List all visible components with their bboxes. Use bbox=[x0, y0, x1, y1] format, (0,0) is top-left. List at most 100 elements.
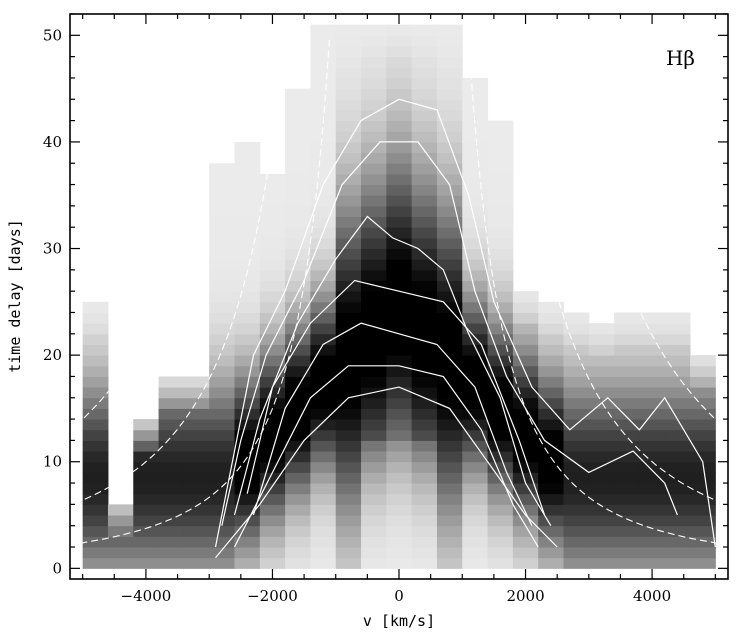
heatmap-cell bbox=[462, 387, 489, 399]
heatmap-cell bbox=[259, 216, 286, 228]
heatmap-cell bbox=[512, 451, 539, 463]
heatmap-cell bbox=[411, 440, 438, 452]
heatmap-cell bbox=[234, 451, 261, 463]
heatmap-cell bbox=[462, 141, 489, 154]
heatmap-cell bbox=[310, 451, 337, 463]
heatmap-cell bbox=[462, 515, 489, 527]
heatmap-cell bbox=[335, 323, 362, 335]
heatmap-cell bbox=[588, 333, 615, 345]
heatmap-cell bbox=[183, 483, 210, 495]
heatmap-cell bbox=[209, 365, 235, 377]
heatmap-cell bbox=[462, 408, 489, 420]
heatmap-cell bbox=[82, 483, 109, 495]
heatmap-cell bbox=[411, 67, 438, 79]
heatmap-cell bbox=[563, 493, 590, 505]
heatmap-cell bbox=[133, 536, 160, 548]
heatmap-cell bbox=[133, 504, 160, 516]
heatmap-cell bbox=[285, 184, 311, 196]
heatmap-cell bbox=[259, 333, 286, 345]
heatmap-cell bbox=[361, 152, 387, 164]
heatmap-cell bbox=[335, 56, 362, 68]
heatmap-cell bbox=[512, 365, 539, 377]
heatmap-cell bbox=[361, 269, 387, 282]
heatmap-cell bbox=[285, 547, 311, 559]
heatmap-cell bbox=[259, 269, 286, 282]
heatmap-cell bbox=[82, 312, 109, 324]
heatmap-cell bbox=[538, 323, 564, 335]
heatmap-cell bbox=[209, 387, 235, 399]
heatmap-cell bbox=[462, 547, 489, 559]
heatmap-cell bbox=[133, 429, 160, 441]
heatmap-cell bbox=[436, 141, 463, 154]
heatmap-cell bbox=[462, 419, 489, 431]
heatmap-cell bbox=[259, 291, 286, 303]
heatmap-cell bbox=[487, 152, 514, 164]
heatmap-cell bbox=[158, 493, 185, 505]
heatmap-cell bbox=[386, 333, 413, 345]
heatmap-cell bbox=[82, 376, 109, 388]
heatmap-cell bbox=[563, 525, 590, 537]
heatmap-cell bbox=[563, 515, 590, 527]
heatmap-cell bbox=[512, 429, 539, 441]
heatmap-cell bbox=[462, 376, 489, 388]
heatmap-cell bbox=[563, 376, 590, 388]
heatmap-cell bbox=[361, 344, 387, 356]
heatmap-cell bbox=[285, 493, 311, 505]
heatmap-cell bbox=[386, 536, 413, 548]
heatmap-cell bbox=[538, 536, 564, 548]
heatmap-cell bbox=[411, 24, 438, 36]
heatmap-cell bbox=[411, 557, 438, 569]
heatmap-cell bbox=[183, 451, 210, 463]
heatmap-cell bbox=[664, 408, 691, 420]
heatmap-cell bbox=[462, 536, 489, 548]
heatmap-cell bbox=[209, 493, 235, 505]
heatmap-cell bbox=[335, 344, 362, 356]
y-axis-label: time delay [days] bbox=[6, 219, 24, 373]
heatmap-cell bbox=[411, 88, 438, 100]
heatmap-cell bbox=[436, 504, 463, 516]
heatmap-cell bbox=[614, 323, 640, 335]
heatmap-cell bbox=[411, 333, 438, 345]
heatmap-cell bbox=[310, 99, 337, 111]
heatmap-cell bbox=[462, 323, 489, 335]
heatmap-cell bbox=[259, 184, 286, 196]
heatmap-cell bbox=[335, 195, 362, 207]
heatmap-cell bbox=[285, 99, 311, 111]
heatmap-cell bbox=[335, 24, 362, 36]
heatmap-cell bbox=[285, 557, 311, 569]
x-axis-label: v [km/s] bbox=[363, 612, 435, 630]
heatmap-cell bbox=[310, 440, 337, 452]
heatmap-cell bbox=[462, 429, 489, 441]
heatmap-cell bbox=[209, 419, 235, 431]
heatmap-cell bbox=[411, 131, 438, 143]
heatmap-cell bbox=[310, 205, 337, 218]
heatmap-cell bbox=[436, 515, 463, 527]
heatmap-cell bbox=[361, 131, 387, 143]
x-tick-labels: −4000 −2000 0 2000 4000 bbox=[121, 587, 672, 605]
heatmap-cell bbox=[361, 483, 387, 495]
heatmap-cell bbox=[386, 141, 413, 154]
heatmap-cell bbox=[538, 301, 564, 313]
heatmap-cell bbox=[107, 547, 134, 559]
heatmap-cell bbox=[82, 301, 109, 313]
heatmap-cell bbox=[209, 525, 235, 537]
heatmap-cell bbox=[639, 323, 666, 335]
heatmap-cell bbox=[664, 387, 691, 399]
heatmap-cell bbox=[462, 269, 489, 282]
heatmap-cell bbox=[462, 557, 489, 569]
heatmap-cell bbox=[285, 259, 311, 271]
heatmap-cell bbox=[259, 472, 286, 484]
heatmap-cell bbox=[209, 451, 235, 463]
heatmap-cell bbox=[614, 419, 640, 431]
heatmap-cell bbox=[209, 515, 235, 527]
heatmap-cell bbox=[462, 195, 489, 207]
heatmap-cell bbox=[411, 109, 438, 122]
heatmap-cell bbox=[234, 472, 261, 484]
heatmap-cell bbox=[386, 472, 413, 484]
heatmap-cell bbox=[310, 536, 337, 548]
heatmap-cell bbox=[563, 483, 590, 495]
heatmap-cell bbox=[386, 493, 413, 505]
heatmap-cell bbox=[386, 355, 413, 367]
heatmap-cell bbox=[664, 525, 691, 537]
heatmap-cell bbox=[436, 333, 463, 345]
